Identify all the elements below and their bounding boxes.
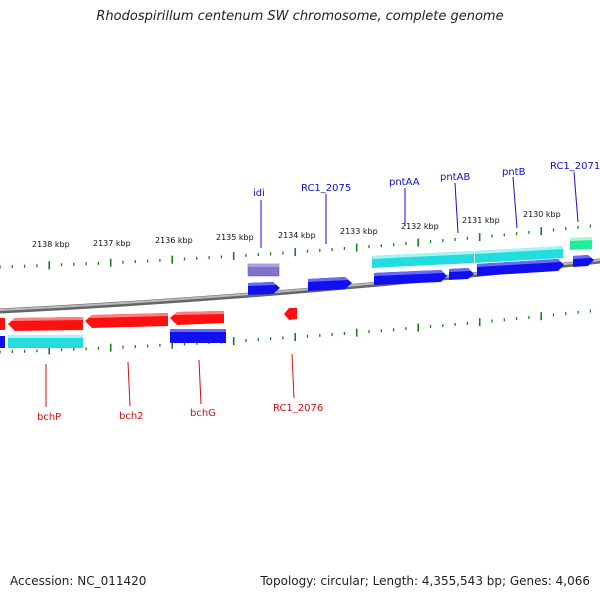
gene-label-bchP: bchP (37, 412, 61, 423)
gene-label-pntB: pntB (502, 167, 526, 178)
gene-label-idi: idi (253, 188, 265, 199)
gene-RC1_2076 (284, 308, 297, 320)
gene-label-RC1_2071: RC1_2071 (550, 161, 600, 172)
genome-title: Rhodospirillum centenum SW chromosome, c… (96, 9, 504, 24)
tick-label-2138: 2138 kbp (32, 240, 70, 249)
tick-label-2132: 2132 kbp (401, 222, 439, 231)
reverse-genes (0, 308, 297, 348)
tick-label-2131: 2131 kbp (462, 216, 500, 225)
gene-label-pntAB: pntAB (440, 172, 470, 183)
gene-left-edge-blue (0, 336, 5, 348)
tick-label-2137: 2137 kbp (93, 239, 131, 248)
tick-label-2133: 2133 kbp (340, 227, 378, 236)
accession-text: Accession: NC_011420 (10, 574, 147, 588)
forward-genes (247, 237, 594, 295)
lower-tick-track (0, 309, 592, 355)
tick-label-2136: 2136 kbp (155, 236, 193, 245)
upper-tick-track (0, 224, 592, 270)
gene-bchG-cds (170, 329, 226, 343)
genome-summary-text: Topology: circular; Length: 4,355,543 bp… (260, 574, 590, 588)
tick-label-2130: 2130 kbp (523, 210, 561, 219)
gene-label-bch2: bch2 (119, 411, 144, 422)
scale-labels: 2138 kbp 2137 kbp 2136 kbp 2135 kbp 2134… (32, 210, 561, 249)
gene-left-edge-red (0, 318, 5, 330)
gene-label-RC1_2076: RC1_2076 (273, 403, 323, 414)
tick-label-2135: 2135 kbp (216, 233, 254, 242)
gene-label-bchG: bchG (190, 408, 216, 419)
gene-label-RC1_2075: RC1_2075 (301, 183, 351, 194)
gene-label-pntAA: pntAA (389, 177, 420, 188)
gene-bchP-cds (8, 335, 83, 348)
tick-label-2134: 2134 kbp (278, 231, 316, 240)
